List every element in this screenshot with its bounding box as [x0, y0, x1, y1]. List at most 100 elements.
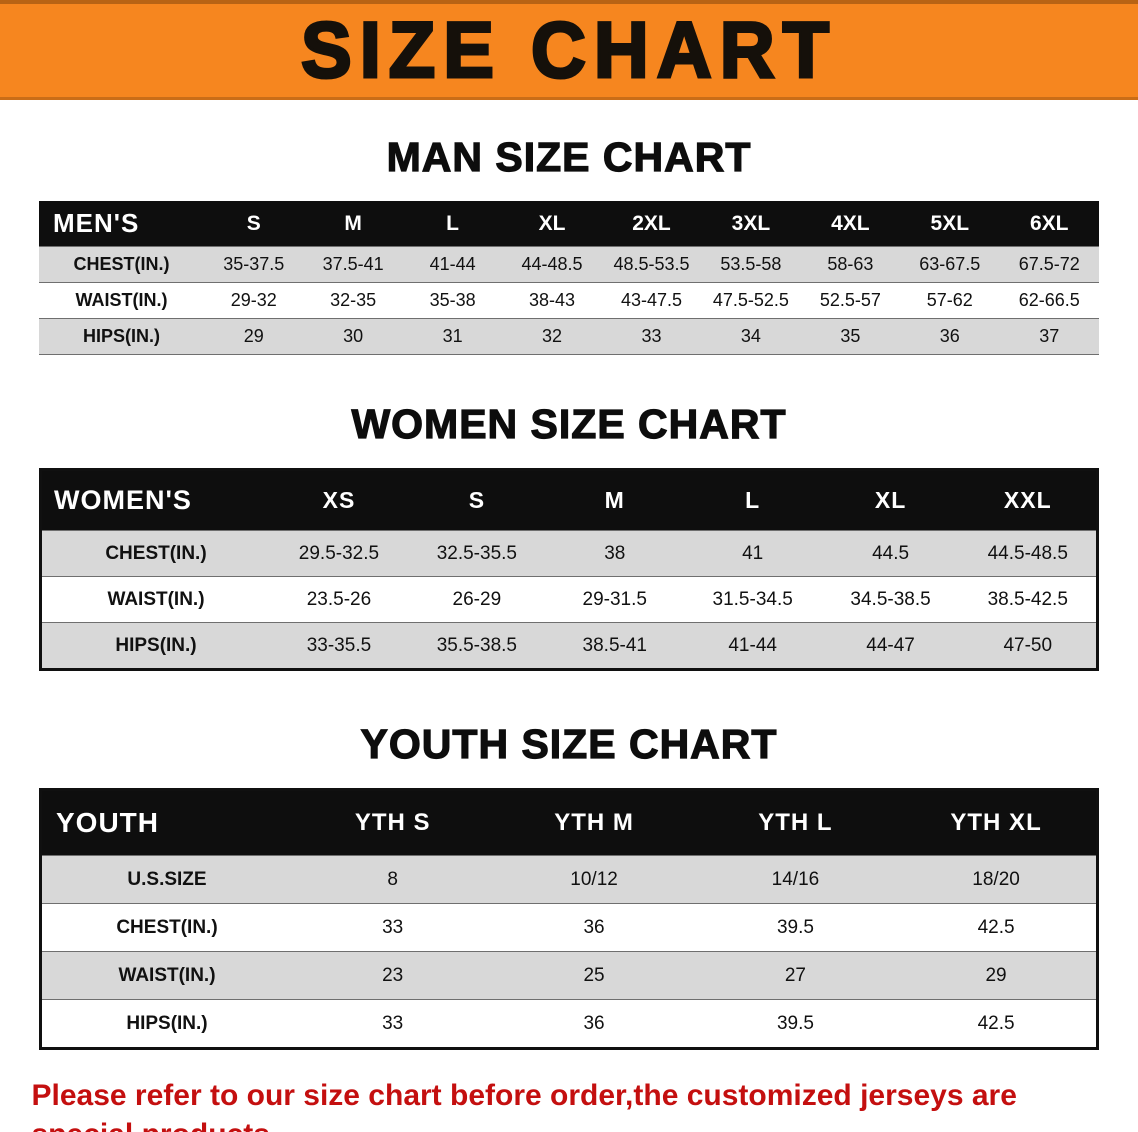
measurement-label: HIPS(IN.) [82, 326, 160, 346]
measurement-row: WAIST(IN.) 23.5-26 26-29 29-31.5 31.5-34.5 34… [40, 576, 1098, 623]
measurement-value: 38.5-41 [582, 634, 647, 656]
table-title-cell: WOMEN'S [40, 469, 270, 531]
measurement-value: 35.5-38.5 [436, 634, 517, 656]
measurement-value: 33-35.5 [306, 634, 372, 656]
women-heading: WOMEN SIZE CHART [351, 400, 787, 447]
measurement-value: 10/12 [570, 868, 618, 890]
size-column-header: M [303, 201, 403, 247]
measurement-value: 44.5-48.5 [987, 542, 1068, 564]
measurement-row: HIPS(IN.) 29 30 31 32 33 34 35 36 37 [39, 318, 1099, 355]
size-column-header: S [204, 201, 304, 247]
measurement-value: 38-43 [529, 290, 576, 310]
measurement-value: 33 [382, 916, 404, 938]
measurement-value: 47.5-52.5 [712, 290, 789, 310]
size-column-header: XS [270, 469, 408, 531]
measurement-row: CHEST(IN.) 35-37.5 37.5-41 41-44 44-48.5 48.5… [39, 246, 1099, 283]
measurement-value: 57-62 [926, 290, 973, 310]
page-title: SIZE CHART [300, 4, 837, 96]
measurement-value: 32 [542, 326, 563, 346]
measurement-value: 41-44 [728, 634, 777, 656]
size-column-header: L [402, 201, 503, 247]
measurement-value: 14/16 [771, 868, 820, 890]
measurement-value: 23 [382, 964, 404, 986]
measurement-row: HIPS(IN.) 33-35.5 35.5-38.5 38.5-41 41-44 44-… [40, 622, 1098, 670]
measurement-label: CHEST(IN.) [116, 916, 218, 938]
size-column-header: XL [502, 201, 602, 247]
order-notice: Please refer to our size chart before or… [32, 1076, 1107, 1132]
men-heading: MAN SIZE CHART [386, 133, 752, 180]
measurement-value: 23.5-26 [306, 588, 372, 610]
measurement-value: 44.5 [872, 542, 910, 564]
measurement-value: 67.5-72 [1018, 254, 1080, 274]
measurement-value: 32-35 [330, 290, 377, 310]
measurement-value: 32.5-35.5 [436, 542, 517, 564]
measurement-label: HIPS(IN.) [126, 1012, 208, 1034]
size-header-row: MEN'S S M L XL 2XL 3XL 4XL 5XL 6XL [39, 201, 1099, 247]
measurement-value: 36 [583, 1012, 605, 1034]
measurement-value: 29-31.5 [582, 588, 647, 610]
size-column-header: 5XL [900, 201, 1000, 247]
women-size-table: WOMEN'S XS S M L XL XXL CHEST(IN.) 29.5-32.5 32.5… [39, 468, 1099, 671]
measurement-row: CHEST(IN.) 33 36 39.5 42.5 [40, 903, 1098, 952]
measurement-value: 35 [840, 326, 861, 346]
youth-size-table: YOUTH YTH S YTH M YTH L YTH XL U.S.SIZE 8 10/12… [39, 788, 1099, 1050]
measurement-value: 8 [387, 868, 398, 890]
measurement-row: CHEST(IN.) 29.5-32.5 32.5-35.5 38 41 44.5 44.5… [40, 530, 1098, 577]
measurement-value: 27 [784, 964, 806, 986]
measurement-value: 35-38 [429, 290, 476, 310]
measurement-value: 29 [985, 964, 1007, 986]
measurement-value: 29.5-32.5 [298, 542, 380, 564]
measurement-value: 48.5-53.5 [613, 254, 690, 274]
measurement-value: 38.5-42.5 [987, 588, 1068, 610]
measurement-label: HIPS(IN.) [115, 634, 197, 656]
measurement-value: 39.5 [776, 1012, 814, 1034]
measurement-label: CHEST(IN.) [73, 254, 170, 274]
measurement-value: 30 [343, 326, 364, 346]
measurement-label: WAIST(IN.) [107, 588, 205, 610]
measurement-row: HIPS(IN.) 33 36 39.5 42.5 [40, 999, 1098, 1049]
measurement-value: 31 [442, 326, 463, 346]
notice-line1: Please refer to our size chart before or… [31, 1079, 1017, 1132]
size-column-header: 2XL [601, 201, 702, 247]
size-column-header: 3XL [701, 201, 801, 247]
measurement-value: 58-63 [827, 254, 874, 274]
table-title-cell: YOUTH [40, 789, 292, 856]
measurement-value: 44-47 [866, 634, 915, 656]
size-column-header: YTH L [694, 789, 897, 856]
size-column-header: M [545, 469, 684, 531]
measurement-label: CHEST(IN.) [105, 542, 207, 564]
measurement-label: WAIST(IN.) [75, 290, 168, 310]
measurement-value: 37.5-41 [322, 254, 384, 274]
measurement-value: 33 [641, 326, 662, 346]
men-section: MAN SIZE CHART MEN'S S M L XL 2XL 3XL 4XL 5XL 6XL… [0, 133, 1138, 355]
men-size-table: MEN'S S M L XL 2XL 3XL 4XL 5XL 6XL CHEST(IN.) 35-37… [39, 201, 1099, 355]
size-column-header: S [407, 469, 546, 531]
size-column-header: YTH S [292, 789, 494, 856]
size-column-header: YTH XL [896, 789, 1098, 856]
measurement-value: 31.5-34.5 [712, 588, 793, 610]
measurement-value: 38 [604, 542, 626, 564]
size-header-row: WOMEN'S XS S M L XL XXL [40, 469, 1098, 531]
measurement-value: 37 [1039, 326, 1060, 346]
measurement-row: WAIST(IN.) 29-32 32-35 35-38 38-43 43-47.5 47.… [39, 282, 1099, 319]
measurement-value: 34.5-38.5 [850, 588, 931, 610]
size-column-header: L [683, 469, 822, 531]
measurement-value: 25 [583, 964, 605, 986]
measurement-value: 42.5 [977, 916, 1015, 938]
measurement-value: 41-44 [429, 254, 476, 274]
measurement-row: WAIST(IN.) 23 25 27 29 [40, 951, 1098, 1000]
measurement-label: U.S.SIZE [127, 868, 207, 890]
banner: SIZE CHART [0, 0, 1138, 100]
measurement-value: 42.5 [977, 1012, 1015, 1034]
table-title-cell: MEN'S [39, 201, 204, 247]
measurement-value: 26-29 [452, 588, 502, 610]
measurement-value: 29-32 [230, 290, 277, 310]
youth-heading: YOUTH SIZE CHART [360, 720, 778, 767]
size-column-header: 4XL [800, 201, 901, 247]
measurement-value: 35-37.5 [223, 254, 285, 274]
measurement-value: 34 [740, 326, 761, 346]
measurement-value: 53.5-58 [720, 254, 782, 274]
measurement-value: 43-47.5 [620, 290, 682, 310]
women-section: WOMEN SIZE CHART WOMEN'S XS S M L XL XXL CHEST(… [0, 400, 1138, 671]
